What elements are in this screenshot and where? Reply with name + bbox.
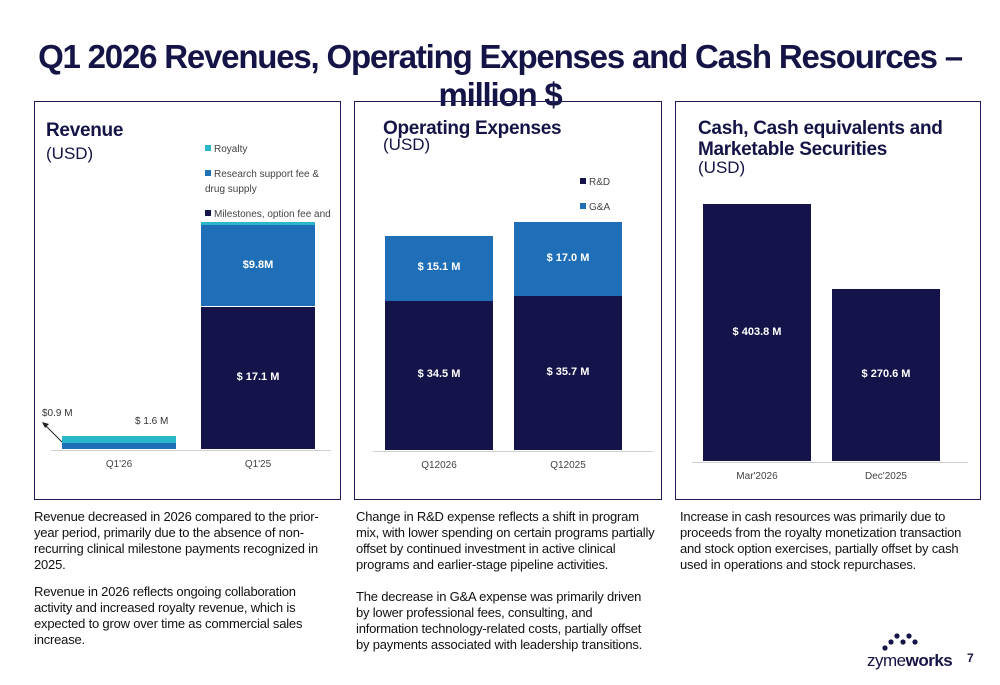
bar-1-q12025-r-d — [514, 295, 622, 450]
revenue-chart-title: Revenue — [46, 120, 124, 141]
bar-0-q1-25-research-support-fee-drug-supply — [201, 224, 315, 307]
cash-chart-panel: Cash, Cash equivalents and Marketable Se… — [675, 101, 981, 500]
legend-swatch — [205, 145, 211, 151]
legend-item-research-support-fee-drug-supply: Research support fee & drug supply — [205, 167, 335, 197]
legend-swatch — [205, 170, 211, 176]
legend-label: Royalty — [214, 144, 248, 155]
legend-item-g-a: G&A — [580, 195, 660, 220]
x-tick-0-q1-25: Q1'25 — [244, 459, 272, 470]
x-tick-0-q1-26: Q1'26 — [105, 459, 133, 470]
royalty-callout-label: $0.9 M — [42, 408, 73, 419]
bar-0-q1-25-royalty — [201, 222, 315, 225]
data-label-2-mar-2026-0: $ 403.8 M — [732, 325, 782, 338]
cash-chart-subtitle: (USD) — [698, 158, 746, 177]
revenue-x-axis — [51, 450, 331, 451]
cash-chart-title: Cash, Cash equivalents and Marketable Se… — [698, 118, 943, 160]
revenue-note-1: Revenue decreased in 2026 compared to th… — [34, 509, 319, 572]
x-tick-1-q12026: Q12026 — [421, 460, 457, 471]
x-tick-2-dec-2025: Dec'2025 — [865, 471, 907, 482]
opex-chart-title: Operating Expenses — [383, 118, 562, 139]
bar-2-mar-2026-value — [703, 204, 811, 461]
x-tick-1-q12025: Q12025 — [550, 460, 586, 471]
data-label-0-q1-25-1: $9.8M — [242, 258, 274, 271]
q1-26-total-label: $ 1.6 M — [135, 416, 169, 427]
x-tick-2-mar-2026: Mar'2026 — [736, 471, 778, 482]
opex-note-1: Change in R&D expense reflects a shift i… — [356, 509, 655, 572]
cash-notes: Increase in cash resources was primarily… — [680, 509, 970, 584]
legend-swatch — [580, 203, 586, 209]
data-label-1-q12025-0: $ 35.7 M — [546, 365, 590, 378]
page-title: Q1 2026 Revenues, Operating Expenses and… — [38, 38, 963, 113]
logo-part-1: zyme — [867, 651, 906, 670]
bar-1-q12026-g-a — [385, 235, 493, 301]
legend-swatch — [205, 210, 211, 216]
data-label-2-dec-2025-0: $ 270.6 M — [861, 367, 911, 380]
opex-legend: R&D G&A — [580, 170, 660, 220]
revenue-callout-arrow — [42, 422, 63, 443]
legend-item-royalty: Royalty — [205, 142, 335, 157]
opex-chart-panel: Operating Expenses (USD) R&D G&A $ 34.5 M… — [354, 101, 662, 500]
bar-0-q1-25-milestones-option-fee-and-other — [201, 306, 315, 449]
revenue-notes: Revenue decreased in 2026 compared to th… — [34, 509, 334, 659]
cash-note-1: Increase in cash resources was primarily… — [680, 509, 962, 572]
opex-notes: Change in R&D expense reflects a shift i… — [356, 509, 656, 664]
page-number: 7 — [967, 651, 974, 665]
opex-chart-subtitle: (USD) — [383, 135, 431, 154]
data-label-0-q1-25-0: $ 17.1 M — [236, 370, 280, 383]
data-label-1-q12026-1: $ 15.1 M — [417, 261, 461, 274]
bar-0-q1-26-research-support-fee-drug-supply — [62, 443, 176, 449]
revenue-chart-panel: Revenue (USD) Royalty Research support fe… — [34, 101, 341, 500]
legend-swatch — [580, 178, 586, 184]
opex-note-2: The decrease in G&A expense was primaril… — [356, 589, 643, 652]
logo-part-2: works — [905, 651, 953, 670]
data-label-1-q12026-0: $ 34.5 M — [417, 368, 461, 381]
data-label-1-q12025-1: $ 17.0 M — [546, 251, 590, 264]
legend-item-r-d: R&D — [580, 170, 660, 195]
zymeworks-logo: zymeworks — [867, 651, 953, 671]
legend-label: G&A — [589, 202, 611, 213]
bar-1-q12026-r-d — [385, 300, 493, 450]
bar-2-dec-2025-value — [832, 288, 940, 461]
revenue-note-2: Revenue in 2026 reflects ongoing collabo… — [34, 584, 303, 647]
revenue-chart-subtitle: (USD) — [46, 144, 94, 163]
bar-0-q1-26-royalty — [62, 435, 176, 444]
zymeworks-dots-icon — [882, 633, 918, 651]
legend-label: R&D — [589, 177, 611, 188]
bar-1-q12025-g-a — [514, 222, 622, 296]
opex-x-axis — [373, 451, 653, 452]
cash-x-axis — [692, 462, 968, 463]
legend-label: Research support fee & drug supply — [205, 169, 320, 195]
